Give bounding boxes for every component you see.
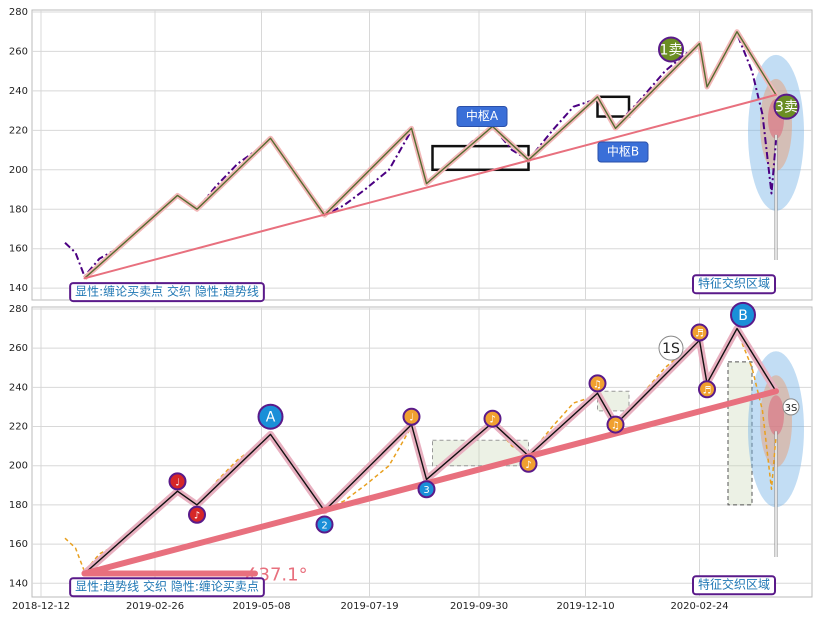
y-tick-label: 240 [9,382,28,393]
marker [417,480,436,499]
marker [402,407,421,426]
badge-label: 中枢B [607,144,639,159]
x-tick-label: 2019-02-26 [126,601,184,612]
y-tick-label: 200 [9,461,28,472]
caption: 特征交织区域 [698,276,770,291]
marker-label: ♩ [175,477,180,488]
marker [188,505,206,524]
y-tick-label: 160 [9,244,28,255]
marker-label: 1卖 [660,42,683,58]
marker [315,515,334,534]
marker-label: ♩ [409,413,414,424]
y-tick-label: 160 [9,539,28,550]
marker [658,36,684,63]
y-tick-label: 220 [9,125,28,136]
y-tick-label: 280 [9,7,28,18]
x-tick-label: 2020-02-24 [670,601,728,612]
zone [596,95,631,118]
x-tick-label: 2019-05-08 [232,601,290,612]
marker-label: 1S [662,341,680,357]
y-tick-label: 200 [9,165,28,176]
marker [690,323,709,342]
y-tick-label: 280 [9,304,28,315]
trend-line [83,93,777,280]
marker [519,454,538,473]
marker-label: A [266,410,276,426]
marker-label: ♫ [593,379,602,390]
marker [257,403,284,430]
caption: 特征交织区域 [698,577,770,592]
y-tick-label: 260 [9,343,28,354]
marker [658,335,684,361]
y-tick-label: 220 [9,422,28,433]
y-tick-label: 140 [9,283,28,294]
marker-label: 3S [785,403,798,414]
y-tick-label: 240 [9,86,28,97]
caption-box [691,274,777,295]
marker-label: ♬ [703,385,712,396]
marker [773,93,800,120]
marker [483,409,502,428]
marker-label: B [738,308,748,324]
x-tick-label: 2019-09-30 [450,601,508,612]
x-tick-label: 2019-12-10 [556,601,614,612]
plot-area [31,9,813,301]
marker-label: 3 [423,485,429,496]
marker-label: ♪ [525,460,531,471]
marker-label: ♫ [611,421,620,432]
marker-label: ♪ [194,511,200,522]
caption: 显性:缠论买卖点 交织 隐性:趋势线 [75,284,259,299]
marker-label: ♬ [695,328,704,339]
marker [782,398,800,416]
marker-label: ♪ [489,415,495,426]
caption-box [69,282,265,303]
marker [730,301,756,328]
zone [727,361,753,506]
badge [597,141,649,163]
y-tick-label: 180 [9,500,28,511]
x-tick-label: 2019-07-19 [340,601,398,612]
region [768,395,784,436]
marker [606,415,625,434]
badge-label: 中枢A [466,108,499,123]
marker-label: 2 [321,521,327,532]
y-tick-label: 140 [9,578,28,589]
marker [698,380,716,399]
badge [456,106,508,128]
caption: 显性:趋势线 交织 隐性:缠论买卖点 [75,579,259,594]
y-tick-label: 180 [9,204,28,215]
caption-box [69,577,265,598]
x-tick-label: 2018-12-12 [12,601,70,612]
marker [588,374,607,393]
marker [168,472,187,491]
y-tick-label: 260 [9,46,28,57]
caption-box [691,575,777,596]
marker-label: 3卖 [775,100,798,116]
